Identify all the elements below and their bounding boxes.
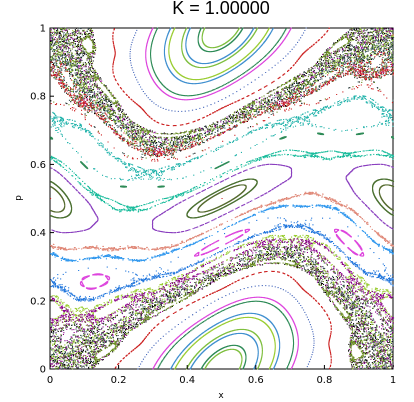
x-tick-label: 0.2 bbox=[111, 375, 127, 386]
x-tick-label: 0.8 bbox=[316, 375, 332, 386]
orbit-series bbox=[112, 27, 332, 370]
x-tick-label: 1 bbox=[390, 375, 396, 386]
orbit-series bbox=[50, 132, 395, 188]
x-axis-label: x bbox=[218, 391, 224, 401]
y-axis-label: p bbox=[14, 195, 24, 201]
x-axis-ticks: 0 0.2 0.4 0.6 0.8 1 bbox=[47, 365, 396, 386]
orbit-series bbox=[197, 27, 247, 370]
orbit-series bbox=[150, 27, 295, 370]
x-tick-label: 0.4 bbox=[179, 375, 195, 386]
orbit-series bbox=[50, 217, 394, 302]
orbit-series bbox=[50, 178, 394, 219]
y-tick-label: 0.4 bbox=[30, 228, 46, 239]
chaotic-orbit bbox=[50, 27, 394, 370]
orbit-series bbox=[185, 27, 259, 370]
y-tick-label: 0.8 bbox=[30, 92, 46, 103]
chaotic-orbit bbox=[50, 184, 395, 213]
orbit-series bbox=[50, 163, 394, 234]
orbit-series bbox=[145, 27, 299, 370]
orbit-series bbox=[79, 228, 365, 290]
y-tick-label: 0 bbox=[40, 365, 46, 376]
orbit-series bbox=[50, 191, 395, 252]
chart-title: K = 1.00000 bbox=[172, 0, 270, 18]
chaotic-orbit bbox=[50, 27, 395, 370]
orbit-series bbox=[50, 34, 394, 162]
orbit-series bbox=[50, 149, 395, 213]
y-tick-label: 0.2 bbox=[30, 296, 46, 307]
x-tick-label: 0 bbox=[47, 375, 53, 386]
poincare-points bbox=[50, 27, 395, 370]
orbit-series bbox=[129, 27, 315, 370]
orbit-series bbox=[201, 27, 243, 370]
orbit-series bbox=[50, 204, 394, 263]
orbit-series bbox=[168, 27, 276, 370]
y-axis-ticks: 0 0.2 0.4 0.6 0.8 1 bbox=[30, 24, 54, 376]
y-tick-label: 0.6 bbox=[30, 160, 46, 171]
orbit-series bbox=[163, 27, 281, 370]
y-tick-label: 1 bbox=[40, 24, 46, 35]
orbit-series bbox=[50, 95, 394, 181]
x-tick-label: 0.6 bbox=[248, 375, 264, 386]
